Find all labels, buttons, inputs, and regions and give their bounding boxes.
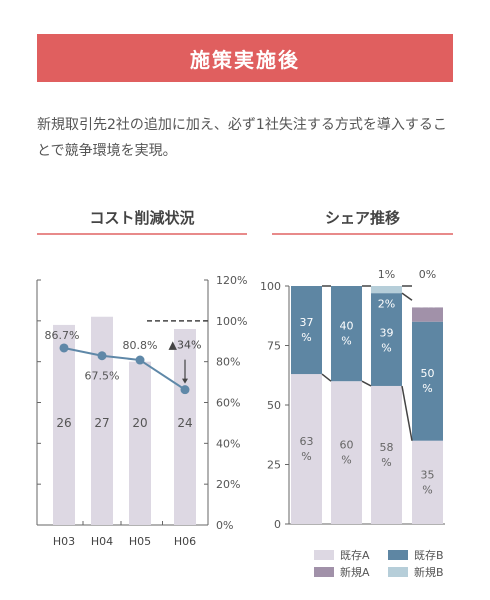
share-segment-label: 58% — [380, 441, 394, 469]
share-bar-segment — [331, 286, 362, 382]
share-connector-line — [401, 385, 413, 441]
legend-label: 既存A — [340, 548, 370, 562]
cost-bar — [174, 329, 196, 525]
y-tick-label: 100 — [260, 280, 281, 293]
share-segment-label: 63% — [300, 435, 314, 463]
cost-bar — [53, 324, 75, 525]
share-bar-segment — [412, 321, 443, 441]
cost-ratio-line — [63, 347, 186, 391]
x-category-label: H05 — [129, 535, 151, 548]
share-bar-segment — [371, 293, 402, 386]
y-tick-label: 50 — [267, 399, 281, 412]
share-segment-label: 40% — [340, 320, 354, 348]
right-tick-label: 20% — [216, 478, 240, 491]
cost-section-underline — [37, 233, 247, 235]
line-data-label: 86.7% — [45, 329, 80, 342]
cost-ratio-point — [180, 385, 190, 395]
share-top-label: 1% — [378, 268, 395, 281]
right-tick-label: 60% — [216, 397, 240, 410]
share-segment-label: 2% — [378, 297, 395, 310]
cost-section-title: コスト削減状況 — [89, 209, 195, 227]
banner-title: 施策実施後 — [190, 47, 300, 72]
title-banner: 施策実施後 — [37, 34, 453, 82]
cost-bar-value-label: 24 — [177, 416, 192, 430]
cost-bar — [129, 361, 151, 525]
y-tick-label: 25 — [267, 459, 281, 472]
share-section-underline — [272, 233, 453, 235]
share-segment-label: 60% — [340, 439, 354, 467]
share-segment-label: 5% — [419, 297, 436, 310]
right-tick-label: 0% — [216, 519, 233, 532]
share-top-label: 0% — [419, 268, 436, 281]
share-segment-label: 37% — [300, 316, 314, 344]
x-category-label: H03 — [53, 535, 75, 548]
cost-ratio-point — [59, 343, 69, 353]
description-text: 新規取引先2社の追加に加え、必ず1社失注する方式を導入することで競争環境を実現。 — [37, 117, 447, 159]
cost-ratio-point — [135, 355, 145, 365]
x-category-label: H06 — [174, 535, 196, 548]
y-tick-label: 75 — [267, 340, 281, 353]
legend-label: 新規A — [340, 565, 370, 579]
share-segment-label: 39% — [380, 327, 394, 355]
legend-swatch — [314, 550, 334, 560]
reduction-annotation: ▲34% — [169, 338, 202, 351]
reduction-arrow-head — [182, 378, 188, 384]
share-connector-line — [401, 292, 413, 301]
share-bar-segment — [371, 385, 402, 524]
legend-label: 既存B — [414, 548, 444, 562]
share-section-title: シェア推移 — [324, 209, 400, 227]
legend-swatch — [388, 567, 408, 577]
right-tick-label: 80% — [216, 356, 240, 369]
legend-swatch — [388, 550, 408, 560]
share-bar-segment — [371, 286, 402, 294]
share-bar-segment — [291, 374, 322, 524]
cost-bar-value-label: 20 — [132, 416, 147, 430]
share-connector-line — [361, 380, 372, 387]
right-tick-label: 120% — [216, 274, 247, 287]
legend-label: 新規B — [414, 565, 444, 579]
share-bar-segment — [412, 307, 443, 322]
share-bar-segment — [291, 286, 322, 375]
line-data-label: 80.8% — [123, 339, 158, 352]
right-tick-label: 40% — [216, 437, 240, 450]
share-bar-segment — [331, 381, 362, 524]
share-segment-label: 35% — [421, 468, 435, 496]
right-tick-label: 100% — [216, 315, 247, 328]
share-connector-line — [321, 373, 332, 382]
y-tick-label: 0 — [274, 518, 281, 531]
share-segment-label: 50% — [421, 367, 435, 395]
share-bar-segment — [412, 440, 443, 524]
cost-bar-value-label: 27 — [94, 416, 109, 430]
cost-bar-value-label: 26 — [56, 416, 71, 430]
cost-bar — [91, 316, 113, 525]
cost-ratio-point — [97, 351, 107, 361]
cost-chart: 0% 20% 40% 60% 80% 100% 120% 26 H03 27 H04 20 H05 24 H… — [36, 274, 247, 548]
share-chart: 0 25 50 75 100 63 % 37 % 60 % 40 % 58 % 39 % 2% 35 % 50 % 5% 1%… — [260, 268, 445, 579]
line-data-label: 67.5% — [85, 370, 120, 383]
x-category-label: H04 — [91, 535, 113, 548]
legend-swatch — [314, 567, 334, 577]
